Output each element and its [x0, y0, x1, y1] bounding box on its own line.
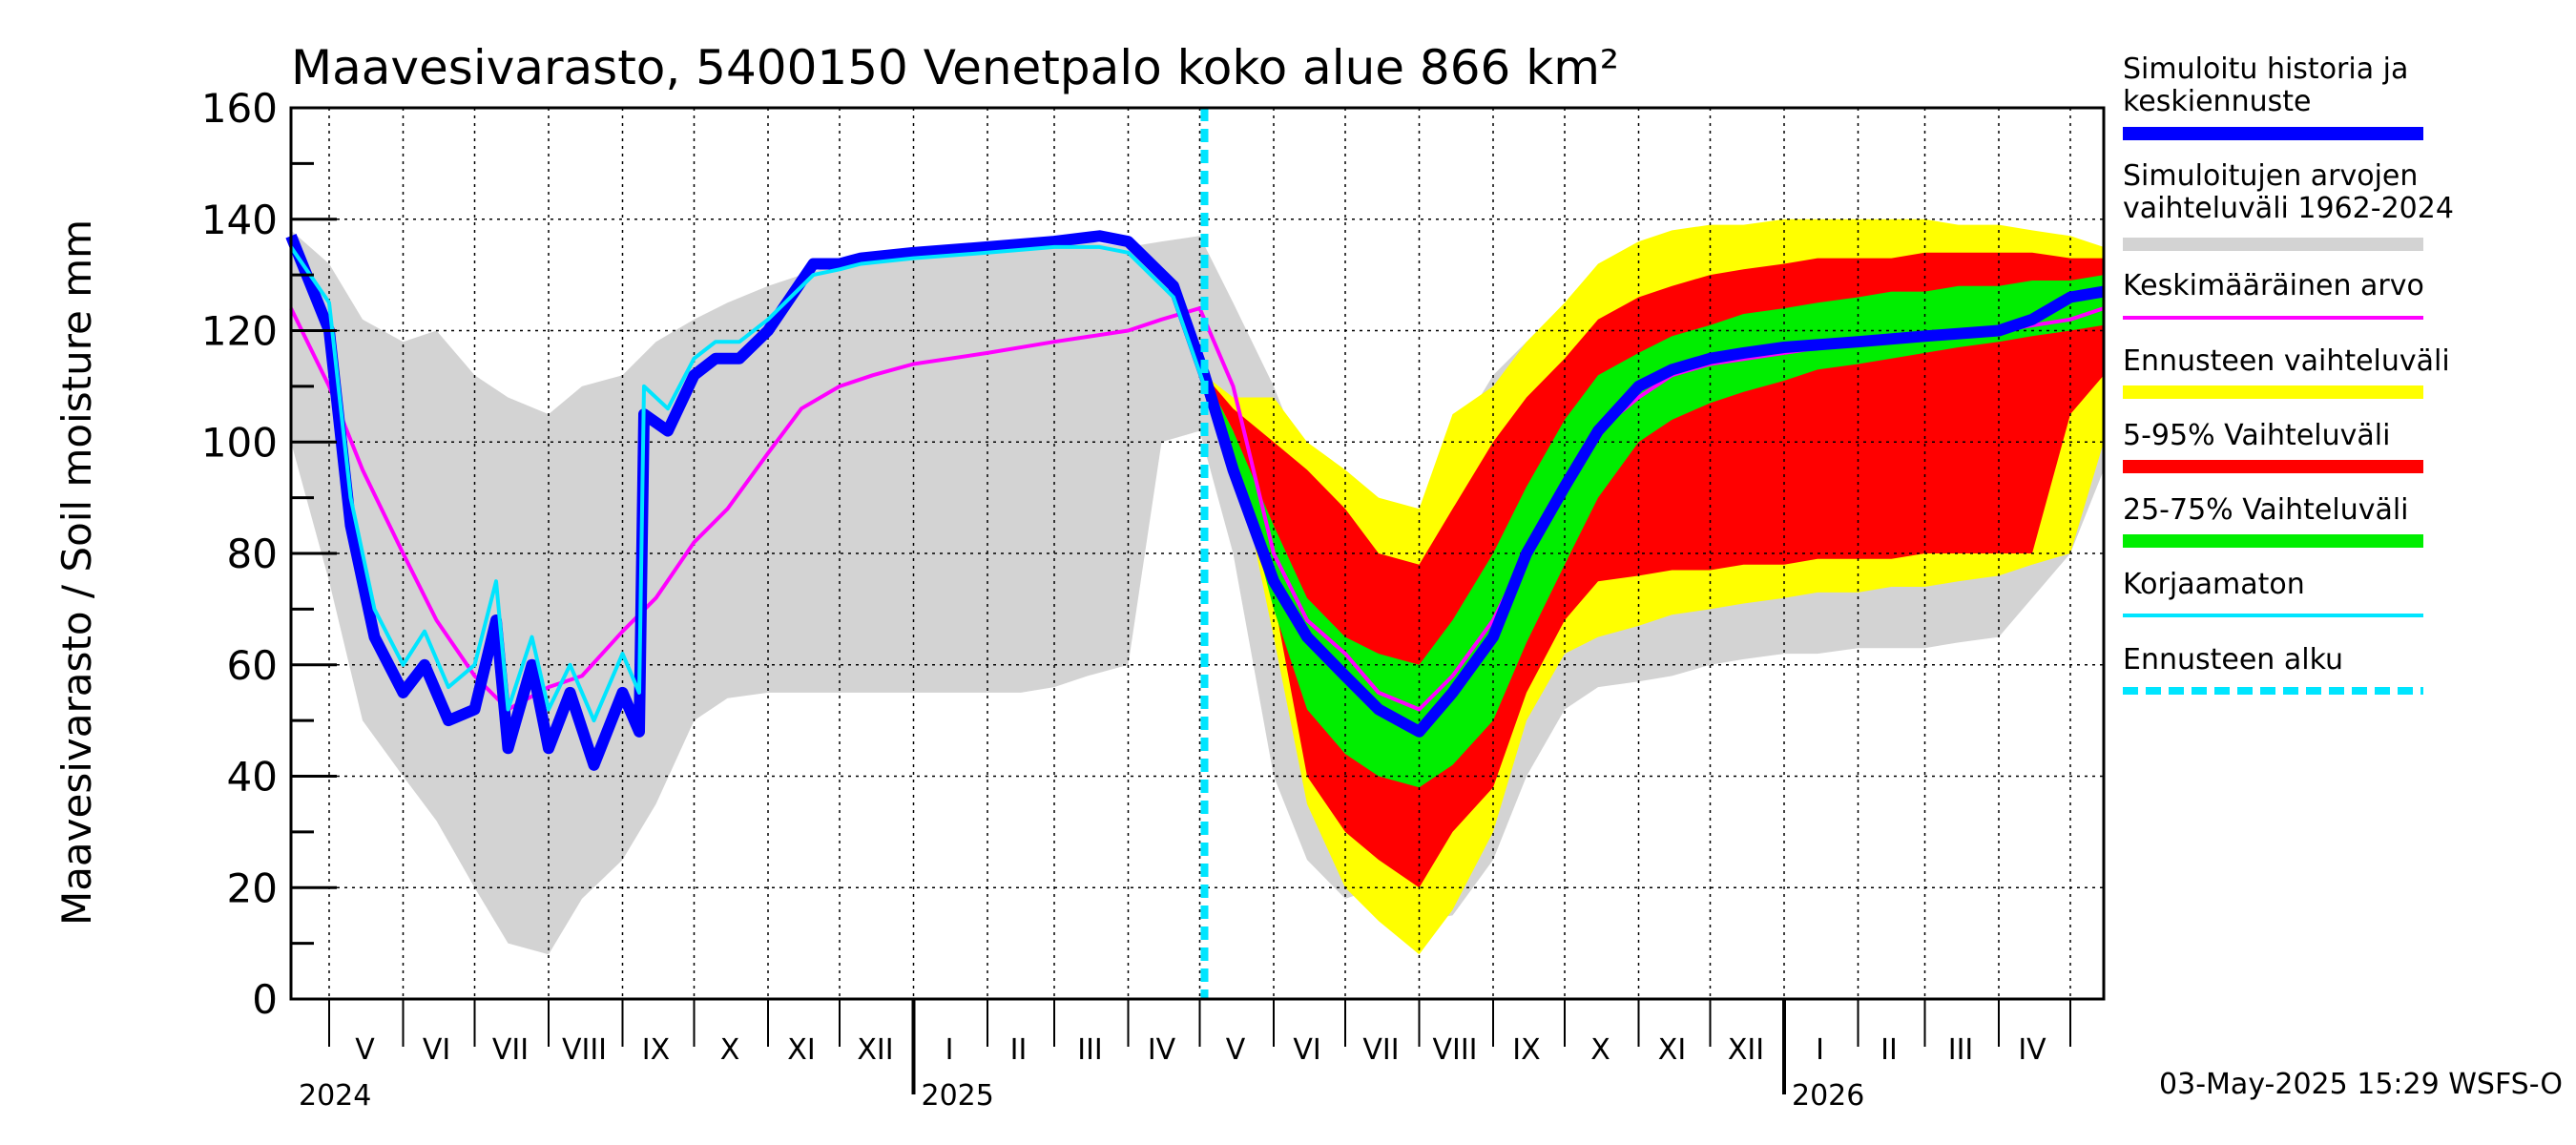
y-tick-label-100: 100 — [201, 419, 278, 466]
series-layer — [285, 108, 2105, 999]
x-month-label-14: VII — [1362, 1033, 1399, 1067]
x-month-label-8: I — [945, 1033, 954, 1067]
x-year-label-2025: 2025 — [922, 1079, 994, 1113]
legend-label-5: 5-95% Vaihteluväli — [2123, 419, 2390, 452]
legend-label-8: Ennusteen alku — [2123, 643, 2343, 677]
legend: Simuloitu historia ja keskiennusteSimuloi… — [2123, 52, 2454, 695]
grid-layer — [291, 108, 2104, 999]
legend-label-line-2: keskiennuste — [2123, 85, 2311, 118]
x-month-label-12: V — [1226, 1033, 1246, 1067]
x-month-label-13: VI — [1293, 1033, 1320, 1067]
band-25-75-vaihteluv-li — [1204, 275, 2104, 788]
x-month-label-5: X — [720, 1033, 740, 1067]
series-korjaamaton — [289, 244, 1207, 723]
x-month-label-3: VIII — [562, 1033, 607, 1067]
y-tick-label-80: 80 — [227, 531, 278, 577]
legend-label-1: Simuloitu historia ja keskiennuste — [2123, 52, 2408, 118]
x-year-label-2026: 2026 — [1792, 1079, 1864, 1113]
x-month-label-9: II — [1010, 1033, 1028, 1067]
chart-title: Maavesivarasto, 5400150 Venetpalo koko a… — [291, 40, 1619, 95]
x-month-label-7: XII — [857, 1033, 893, 1067]
legend-label-line-1: Simuloitujen arvojen — [2123, 159, 2418, 193]
x-month-label-17: X — [1590, 1033, 1610, 1067]
x-month-label-6: XI — [787, 1033, 815, 1067]
x-month-label-21: II — [1880, 1033, 1898, 1067]
x-month-label-10: III — [1077, 1033, 1103, 1067]
x-month-label-4: IX — [642, 1033, 670, 1067]
x-month-label-19: XII — [1728, 1033, 1764, 1067]
footer-timestamp: 03-May-2025 15:29 WSFS-O — [2159, 1068, 2563, 1101]
x-month-label-23: IV — [2018, 1033, 2046, 1067]
y-tick-label-60: 60 — [227, 642, 278, 689]
y-tick-label-120: 120 — [201, 308, 278, 355]
legend-label-6: 25-75% Vaihteluväli — [2123, 493, 2409, 527]
legend-label-4: Ennusteen vaihteluväli — [2123, 344, 2450, 378]
x-month-label-18: XI — [1658, 1033, 1686, 1067]
legend-label-line-1: Simuloitu historia ja — [2123, 52, 2408, 86]
x-month-label-15: VIII — [1432, 1033, 1477, 1067]
x-month-label-1: VI — [423, 1033, 450, 1067]
y-tick-label-40: 40 — [227, 754, 278, 801]
legend-label-3: Keskimääräinen arvo — [2123, 269, 2424, 302]
bands-layer — [291, 219, 2104, 955]
y-tick-label-20: 20 — [227, 864, 278, 911]
legend-label-2: Simuloitujen arvojen vaihteluväli 1962-20… — [2123, 159, 2454, 225]
x-month-label-11: IV — [1148, 1033, 1176, 1067]
y-tick-label-140: 140 — [201, 197, 278, 243]
legend-label-line-2: vaihteluväli 1962-2024 — [2123, 192, 2454, 225]
y-axis-label: Maavesivarasto / Soil moisture mm — [53, 219, 100, 926]
x-month-label-22: III — [1948, 1033, 1974, 1067]
x-month-label-0: V — [355, 1033, 375, 1067]
x-month-label-2: VII — [492, 1033, 529, 1067]
y-tick-label-0: 0 — [252, 976, 278, 1023]
series-simuloitu-historia-ja-keskiennuste — [285, 230, 2105, 771]
y-tick-label-160: 160 — [201, 85, 278, 132]
legend-label-7: Korjaamaton — [2123, 568, 2305, 601]
x-year-label-2024: 2024 — [299, 1079, 371, 1113]
x-month-label-16: IX — [1512, 1033, 1540, 1067]
x-month-label-20: I — [1816, 1033, 1824, 1067]
